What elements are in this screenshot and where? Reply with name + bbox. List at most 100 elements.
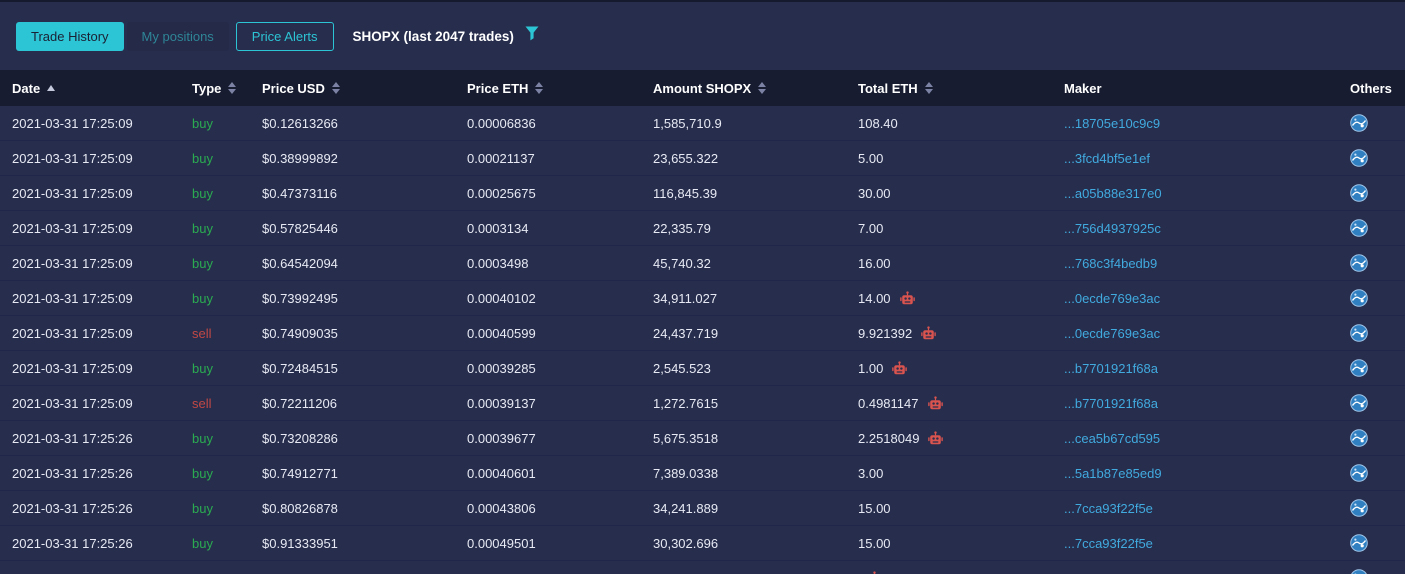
- cell-maker: ...0ecde769e3ac: [1064, 326, 1350, 341]
- tab-trade-history-label: Trade History: [31, 28, 109, 44]
- cell-type: buy: [192, 255, 213, 271]
- others-button[interactable]: [1350, 534, 1368, 552]
- cell-others: [1350, 114, 1405, 132]
- maker-link[interactable]: ...5a1b87e85ed9: [1064, 465, 1162, 481]
- cell-date: 2021-03-31 17:25:09: [12, 220, 133, 236]
- maker-link[interactable]: ...cea5b67cd595: [1064, 430, 1161, 446]
- globe-chart-icon: [1351, 569, 1367, 574]
- maker-link[interactable]: ...b7701921f68a: [1064, 360, 1158, 376]
- column-label: Maker: [1064, 80, 1102, 96]
- column-header-maker[interactable]: Maker: [1064, 81, 1350, 96]
- cell-others: [1350, 359, 1405, 377]
- sort-down-arrow: [924, 89, 933, 94]
- maker-link[interactable]: ...768c3f4bedb9: [1064, 255, 1158, 271]
- globe-chart-icon: [1350, 499, 1368, 517]
- cell-others: [1350, 289, 1405, 307]
- cell-price-eth: 0.00039285: [467, 360, 536, 376]
- cell-maker: ...7cca93f22f5e: [1064, 536, 1350, 551]
- cell-total-eth-wrap: 15.00: [858, 501, 1064, 516]
- cell-price-usd: $0.74909035: [262, 325, 338, 341]
- cell-amount: 22,335.79: [653, 220, 711, 236]
- others-button[interactable]: [1350, 289, 1368, 307]
- cell-type: buy: [192, 535, 213, 551]
- table-row: 2021-03-31 17:25:09 buy $0.57825446 0.00…: [0, 211, 1405, 246]
- cell-price-usd: $0.72484515: [262, 360, 338, 376]
- maker-link[interactable]: ...0ecde769e3ac: [1064, 325, 1161, 341]
- globe-chart-icon: [1350, 534, 1368, 552]
- sort-down-arrow: [535, 89, 544, 94]
- column-header-price-eth[interactable]: Price ETH: [467, 81, 653, 96]
- maker-link[interactable]: ...7cca93f22f5e: [1064, 535, 1153, 551]
- maker-link[interactable]: ...a05b88e317e0: [1064, 185, 1162, 201]
- others-button[interactable]: [1350, 184, 1368, 202]
- others-button[interactable]: [1350, 114, 1368, 132]
- cell-amount: 5,675.3518: [653, 430, 719, 446]
- maker-link[interactable]: ...18705e10c9c9: [1064, 115, 1161, 131]
- others-button[interactable]: [1350, 149, 1368, 167]
- cell-type: buy: [192, 150, 213, 166]
- others-button[interactable]: [1350, 324, 1368, 342]
- sort-icon: [331, 82, 340, 94]
- cell-price-usd: $0.57825446: [262, 220, 338, 236]
- cell-total-eth: 15.00: [858, 535, 891, 551]
- cell-total-eth-wrap: [858, 570, 1064, 574]
- column-label: Price ETH: [467, 80, 529, 96]
- cell-total-eth: 15.00: [858, 500, 891, 516]
- cell-total-eth: 30.00: [858, 185, 891, 201]
- others-button[interactable]: [1350, 359, 1368, 377]
- others-button[interactable]: [1350, 219, 1368, 237]
- sort-up-arrow: [758, 82, 767, 87]
- others-button[interactable]: [1350, 429, 1368, 447]
- column-header-amount-shopx[interactable]: Amount SHOPX: [653, 81, 858, 96]
- cell-amount: 1,272.7615: [653, 395, 719, 411]
- maker-link[interactable]: ...756d4937925c: [1064, 220, 1161, 236]
- table-row: 2021-03-31 17:25:26 buy $0.80826878 0.00…: [0, 491, 1405, 526]
- cell-type: buy: [192, 290, 213, 306]
- maker-link[interactable]: ...b7701921f68a: [1064, 395, 1158, 411]
- cell-type: buy: [192, 115, 213, 131]
- tab-trade-history[interactable]: Trade History: [16, 21, 124, 51]
- tab-my-positions[interactable]: My positions: [126, 21, 229, 51]
- tab-my-positions-label: My positions: [141, 28, 214, 44]
- sort-icon: [924, 82, 933, 94]
- cell-type: buy: [192, 465, 213, 481]
- cell-total-eth: 1.00: [858, 360, 884, 376]
- cell-price-usd: $0.91333951: [262, 535, 338, 551]
- cell-total-eth-wrap: 16.00: [858, 256, 1064, 271]
- cell-total-eth: 2.2518049: [858, 430, 920, 446]
- cell-total-eth: 3.00: [858, 465, 884, 481]
- table-row: 2021-03-31 17:25:09 buy $0.73992495 0.00…: [0, 281, 1405, 316]
- maker-link[interactable]: ...7cca93f22f5e: [1064, 500, 1153, 516]
- cell-price-eth: 0.00039137: [467, 395, 536, 411]
- sort-icon: [758, 82, 767, 94]
- column-header-price-usd[interactable]: Price USD: [262, 81, 467, 96]
- globe-chart-icon: [1350, 359, 1368, 377]
- column-header-date[interactable]: Date: [12, 81, 192, 96]
- tab-price-alerts[interactable]: Price Alerts: [235, 21, 334, 51]
- cell-total-eth-wrap: 108.40: [858, 116, 1064, 131]
- cell-others: [1350, 394, 1405, 412]
- others-button[interactable]: [1350, 254, 1368, 272]
- others-button[interactable]: [1350, 464, 1368, 482]
- column-header-others[interactable]: Others: [1350, 81, 1405, 96]
- column-label: Amount SHOPX: [653, 80, 752, 96]
- cell-others: [1350, 569, 1405, 574]
- maker-link[interactable]: ...3fcd4bf5e1ef: [1064, 150, 1151, 166]
- others-button[interactable]: [1350, 394, 1368, 412]
- cell-price-usd: $0.72211206: [262, 395, 337, 411]
- sort-up-arrow: [535, 82, 544, 87]
- globe-chart-icon: [1350, 394, 1368, 412]
- cell-total-eth-wrap: 5.00: [858, 151, 1064, 166]
- cell-price-eth: 0.0003498: [467, 255, 529, 271]
- maker-link[interactable]: ...0ecde769e3ac: [1064, 290, 1161, 306]
- cell-date: 2021-03-31 17:25:26: [12, 465, 133, 481]
- column-header-type[interactable]: Type: [192, 81, 262, 96]
- others-button[interactable]: [1350, 499, 1368, 517]
- cell-date: 2021-03-31 17:25:26: [12, 500, 133, 516]
- column-header-total-eth[interactable]: Total ETH: [858, 81, 1064, 96]
- cell-total-eth: 9.921392: [858, 325, 913, 341]
- cell-price-usd: $0.74912771: [262, 465, 338, 481]
- filter-button[interactable]: [525, 26, 539, 46]
- others-button[interactable]: [1350, 569, 1368, 574]
